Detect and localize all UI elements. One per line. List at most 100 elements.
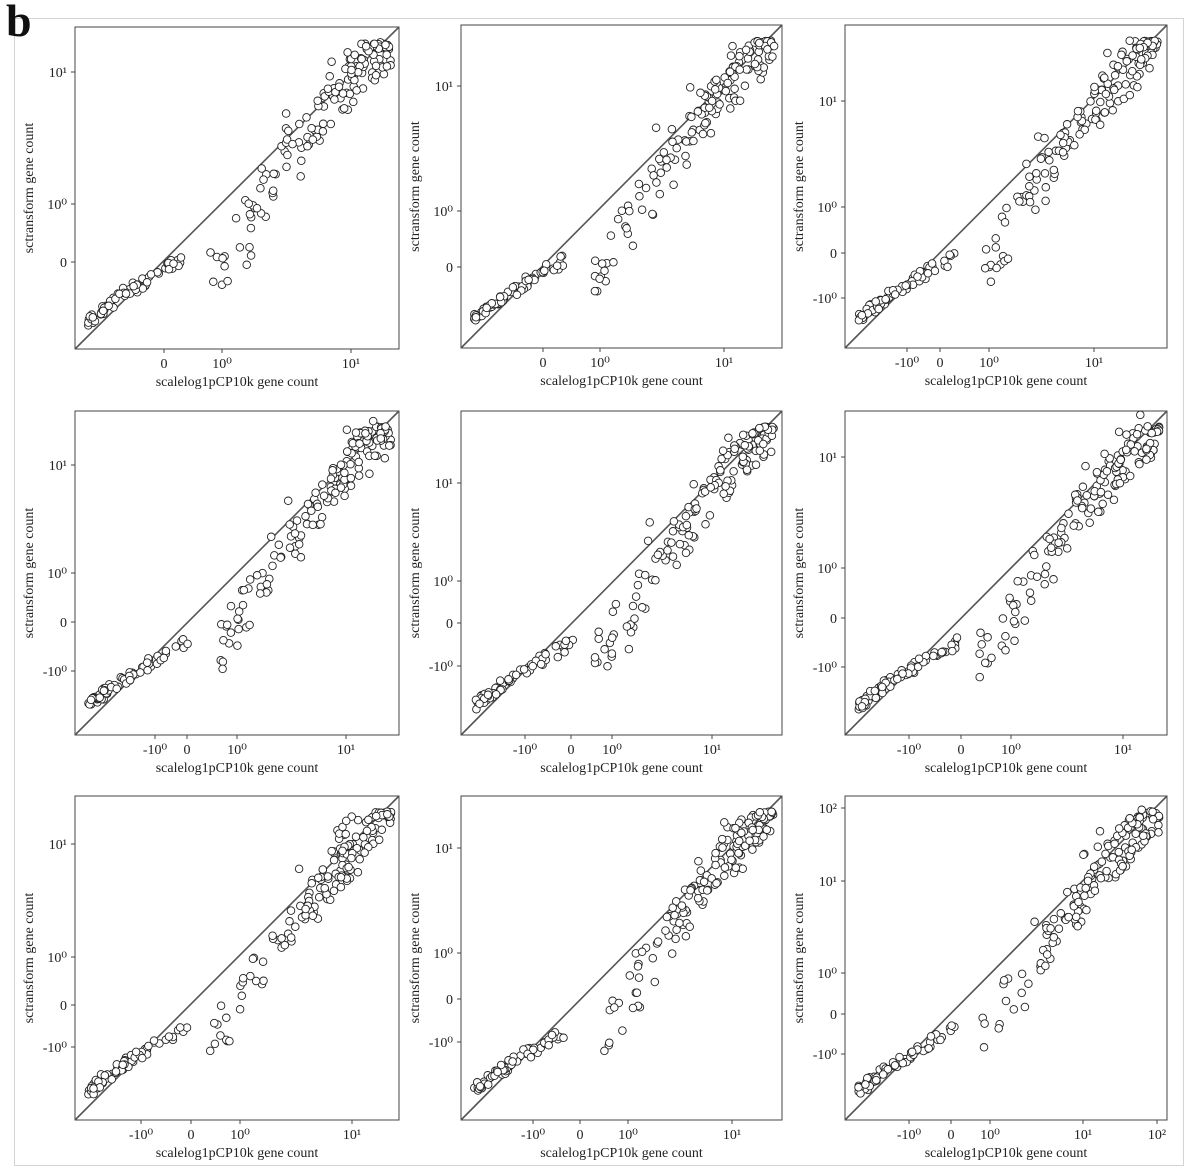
data-point <box>1062 120 1072 129</box>
data-point <box>1020 616 1030 625</box>
data-point <box>381 422 390 431</box>
data-point <box>248 954 258 963</box>
data-point <box>1049 165 1059 175</box>
data-point <box>118 1060 128 1070</box>
x-tick-label: 10¹ <box>1074 1128 1092 1143</box>
scatter-panel-1: 0 10⁰ 10¹ 0 10⁰ 10¹ scalelog1pCP10k gene count… <box>22 26 400 390</box>
data-point <box>720 818 729 827</box>
data-point <box>718 843 727 852</box>
data-point <box>1102 866 1111 876</box>
data-point <box>721 482 730 491</box>
data-point <box>1114 847 1124 857</box>
data-point <box>883 1065 893 1074</box>
data-point <box>131 1047 141 1057</box>
data-point <box>354 457 363 467</box>
data-point <box>634 179 644 189</box>
data-point <box>164 264 174 274</box>
data-point <box>1041 183 1051 192</box>
data-point <box>338 89 348 98</box>
data-point <box>682 160 691 169</box>
data-point <box>262 580 272 589</box>
data-point <box>220 262 229 271</box>
data-point <box>1005 593 1014 603</box>
data-point <box>242 260 251 270</box>
data-point <box>945 250 954 259</box>
data-point <box>98 306 108 316</box>
data-point <box>1049 575 1058 584</box>
data-point <box>1147 428 1156 438</box>
data-point <box>1082 905 1091 915</box>
data-point <box>590 653 600 662</box>
data-point <box>913 272 922 281</box>
data-point <box>216 1001 226 1010</box>
data-point <box>340 468 349 478</box>
data-point <box>308 911 318 920</box>
data-point <box>319 491 329 500</box>
data-point <box>871 693 881 703</box>
data-point <box>231 213 241 223</box>
data-point <box>662 912 672 922</box>
data-point <box>295 119 304 129</box>
x-tick-label: 0 <box>540 356 547 371</box>
data-point <box>1109 85 1119 95</box>
y-tick-label: 10¹ <box>49 459 67 474</box>
data-point <box>524 275 533 285</box>
data-point <box>622 224 631 233</box>
data-point <box>1042 562 1051 571</box>
data-point <box>1045 534 1054 544</box>
data-point <box>161 646 171 656</box>
data-point <box>285 520 294 529</box>
data-point <box>111 1067 121 1076</box>
x-tick-label: 0 <box>161 357 168 372</box>
data-point <box>1081 883 1090 893</box>
data-point <box>1002 203 1011 213</box>
data-point <box>283 150 292 160</box>
x-tick-label: 10¹ <box>1114 743 1132 758</box>
data-point <box>1054 924 1064 933</box>
data-point <box>696 88 705 98</box>
data-point <box>301 904 310 914</box>
x-tick-label: 10⁰ <box>979 356 999 371</box>
data-point <box>238 600 248 610</box>
data-point <box>1056 130 1065 140</box>
data-point <box>206 248 215 257</box>
x-tick-label: 10¹ <box>1085 356 1103 371</box>
data-point <box>338 846 347 856</box>
data-point <box>343 48 352 57</box>
data-point <box>183 639 192 649</box>
data-point <box>1075 130 1084 139</box>
data-point <box>385 441 394 450</box>
data-point <box>675 539 685 549</box>
data-point <box>590 286 600 296</box>
data-point <box>1101 89 1111 99</box>
data-point <box>104 301 113 311</box>
data-point <box>218 657 228 666</box>
data-point <box>1094 507 1103 517</box>
data-point <box>1148 815 1158 824</box>
data-point <box>668 527 678 536</box>
data-point <box>347 853 356 863</box>
data-point <box>371 61 381 71</box>
data-point <box>907 1047 917 1057</box>
data-point <box>728 41 737 51</box>
data-point <box>475 699 484 709</box>
data-point <box>630 614 639 623</box>
data-point <box>609 258 618 267</box>
data-point <box>1101 849 1110 859</box>
data-point <box>1079 850 1088 859</box>
y-tick-label: 0 <box>830 247 837 262</box>
data-point <box>948 646 957 656</box>
data-point <box>721 86 731 96</box>
data-point <box>342 425 352 434</box>
data-point <box>724 433 733 443</box>
data-point <box>682 520 692 530</box>
data-point <box>1001 996 1011 1006</box>
data-point <box>1064 509 1073 518</box>
plot-area <box>74 795 400 1121</box>
data-point <box>483 1080 493 1089</box>
data-point <box>893 674 902 684</box>
data-point <box>551 642 561 651</box>
data-point <box>687 112 696 122</box>
data-point <box>257 164 266 173</box>
data-point <box>176 253 186 262</box>
